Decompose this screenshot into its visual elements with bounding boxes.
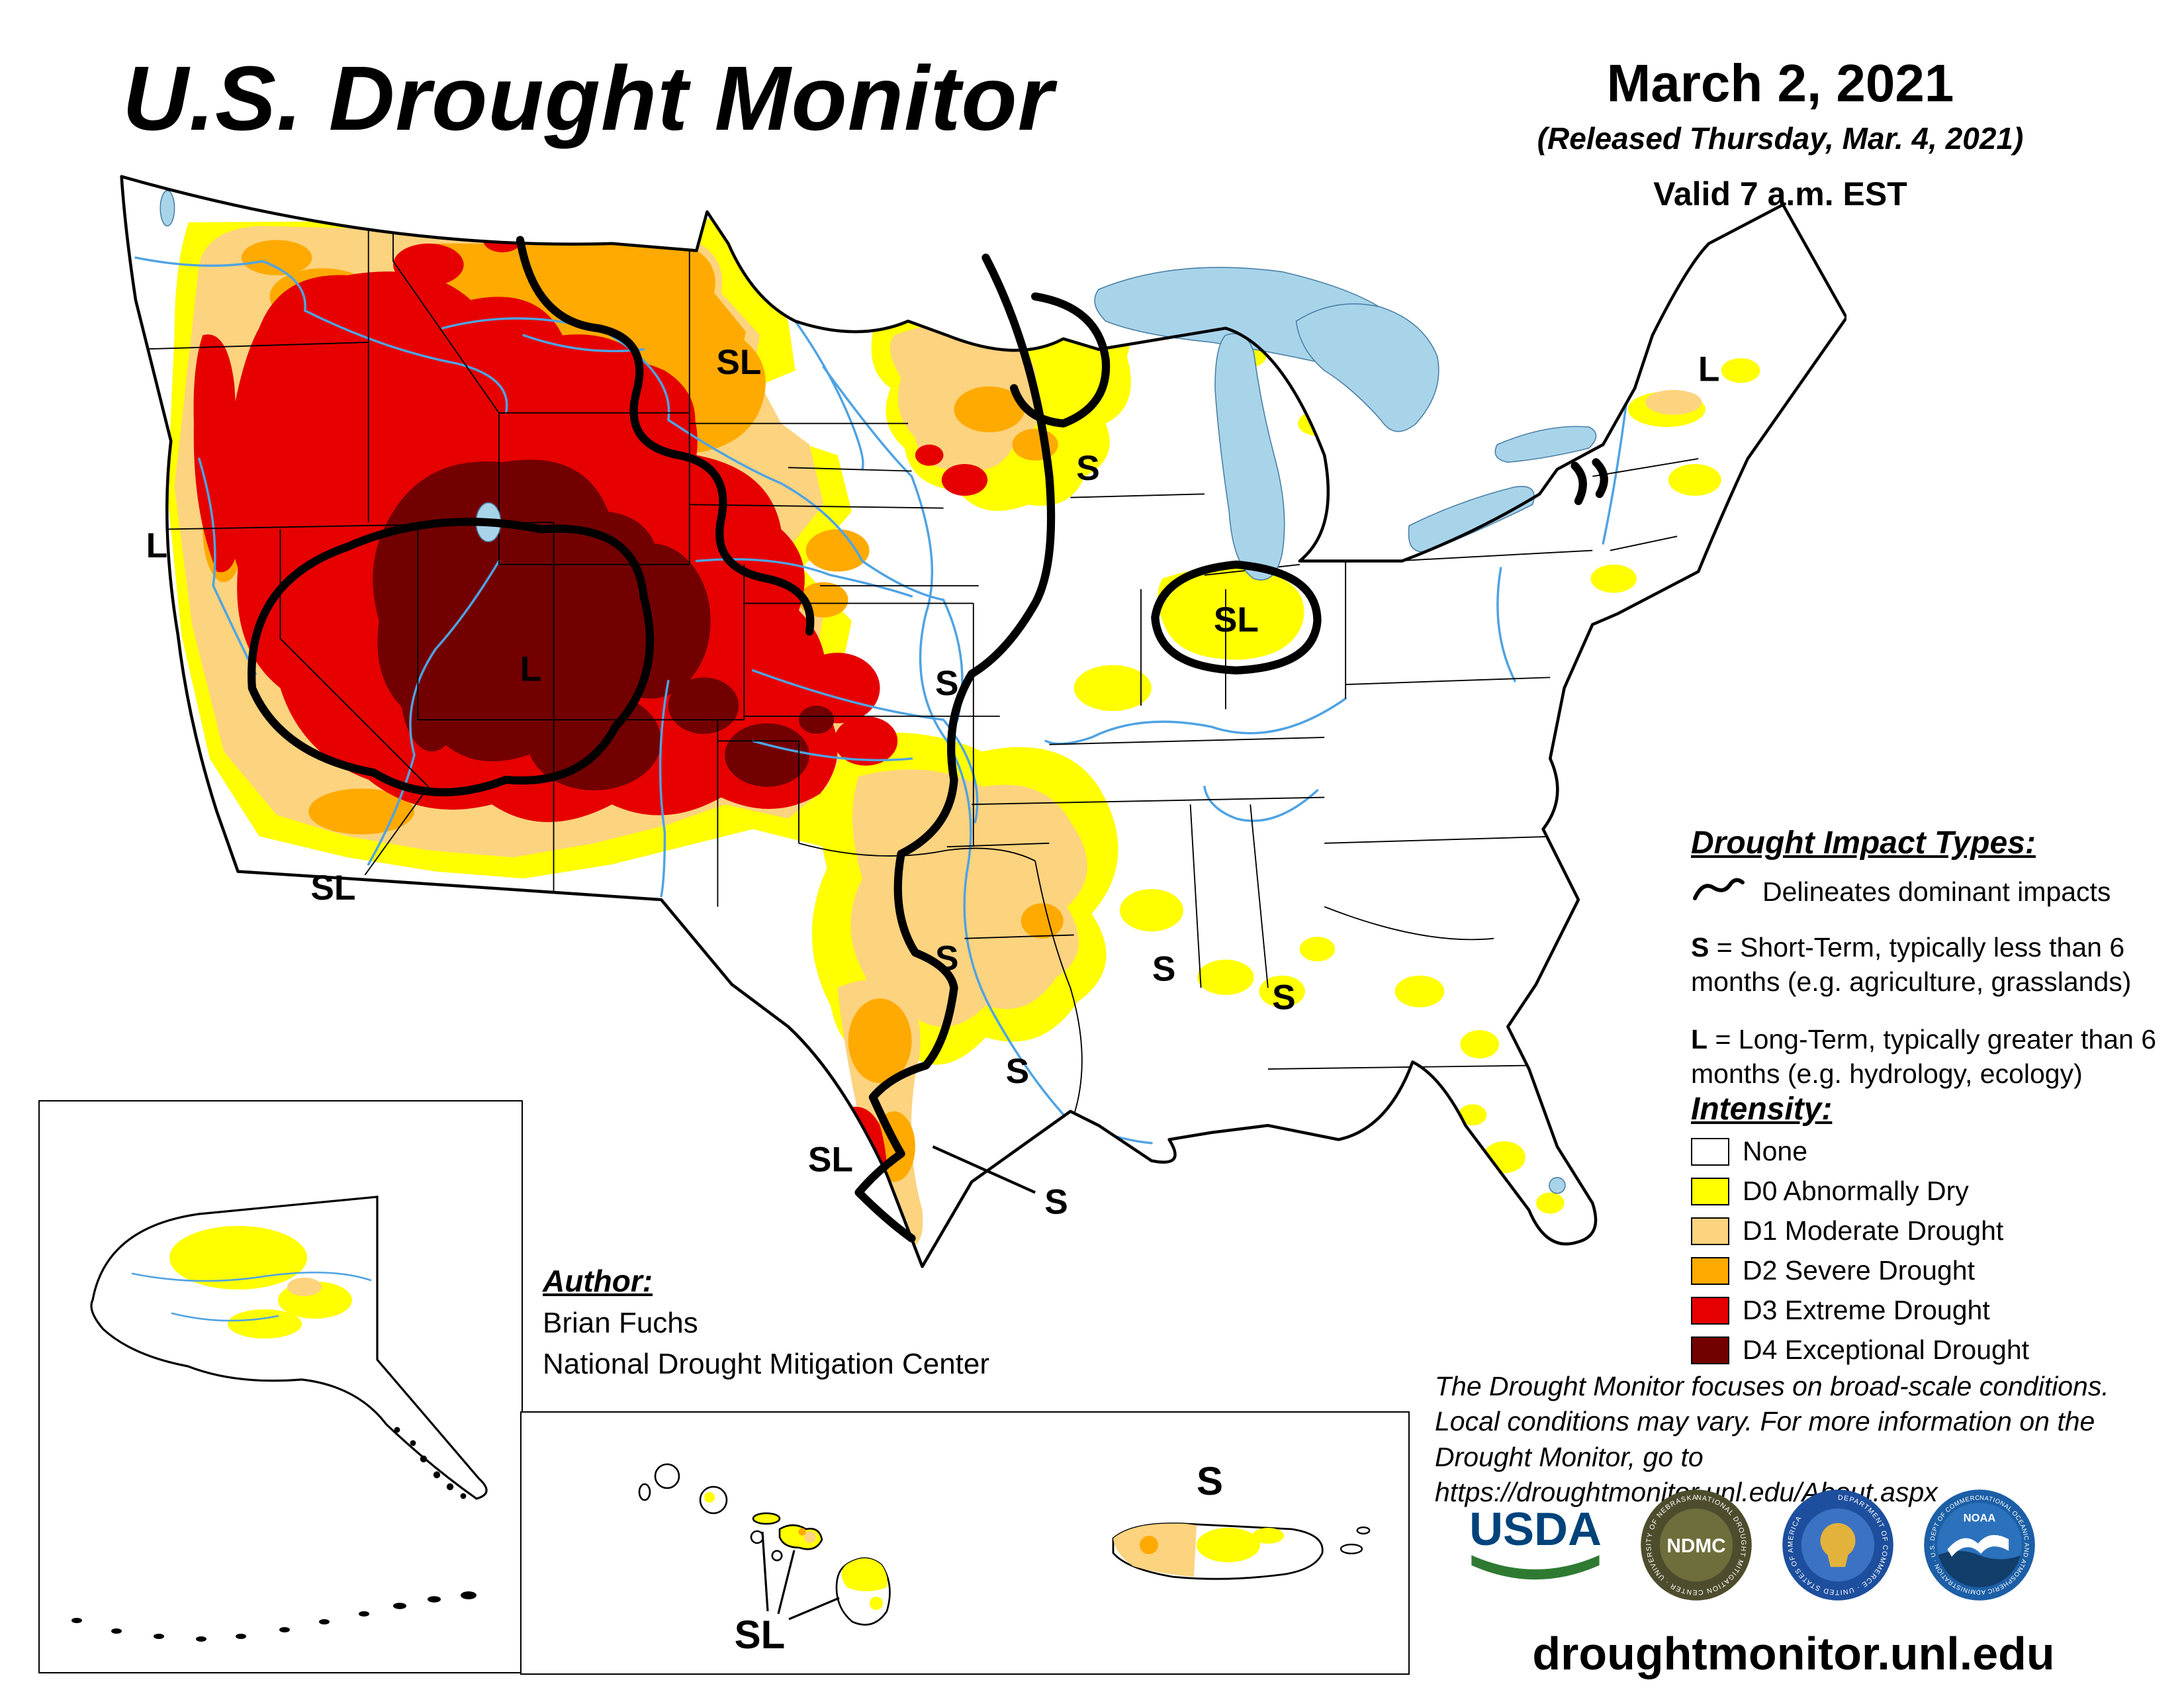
impact-types-legend: Drought Impact Types: Delineates dominan…: [1691, 825, 2184, 1092]
hawaii-d0-region: [841, 1558, 887, 1591]
long-term-definition: L = Long-Term, typically greater than 6 …: [1691, 1023, 2157, 1090]
alaska-inset: [38, 1100, 523, 1556]
impact-label: L: [146, 526, 168, 565]
puerto-rico-inset: S: [1040, 1411, 1410, 1675]
author-org: National Drought Mitigation Center: [543, 1348, 990, 1380]
impact-label: SL: [1214, 600, 1259, 639]
us-drought-map: SL S L L SL S SL S S S S SL S L: [83, 159, 1846, 1274]
impact-label: S: [1152, 950, 1176, 989]
map-date: March 2, 2021: [1606, 54, 1954, 113]
alaska-d0-region: [228, 1309, 302, 1338]
impact-label: SL: [716, 343, 761, 382]
legend-swatch: [1691, 1296, 1729, 1325]
commerce-seal: DEPARTMENT OF COMMERCE · UNITED STATES O…: [1782, 1489, 1893, 1601]
puerto-rico-d0-region: [1252, 1528, 1284, 1544]
impact-label: S: [1272, 978, 1296, 1017]
legend-swatch: [1691, 1217, 1729, 1245]
svg-text:NDMC: NDMC: [1666, 1535, 1725, 1557]
impact-label: S: [1076, 449, 1100, 488]
hawaii-impact-label: SL: [735, 1613, 786, 1657]
legend-item-d2: D2 Severe Drought: [1691, 1255, 2184, 1286]
svg-text:USDA: USDA: [1469, 1503, 1602, 1555]
legend-item-d4: D4 Exceptional Drought: [1691, 1335, 2184, 1366]
island-niihau: [638, 1483, 651, 1501]
squiggle-line-icon: [1693, 878, 1745, 900]
hawaii-d0-spot: [870, 1597, 883, 1610]
intensity-heading: Intensity:: [1691, 1092, 1833, 1127]
island-vieques: [1340, 1543, 1363, 1554]
puerto-rico-d2-spot: [1140, 1536, 1158, 1554]
island-maui: [778, 1524, 823, 1550]
alaska-d1-region: [287, 1278, 322, 1296]
alaska-river: [171, 1312, 279, 1322]
legend-item-d1: D1 Moderate Drought: [1691, 1215, 2184, 1246]
great-lakes: [159, 190, 1597, 1194]
oahu-d0-spot: [704, 1492, 715, 1503]
aleutians-inset: [38, 1554, 523, 1673]
impact-label: S: [1006, 1052, 1030, 1091]
impact-delineation-lines: [248, 236, 1608, 1243]
impact-types-heading: Drought Impact Types:: [1691, 825, 2036, 861]
island-lanai: [750, 1530, 764, 1544]
hawaii-inset: SL: [520, 1411, 1043, 1675]
ndmc-logo: NDMC NATIONAL DROUGHT MITIGATION CENTER …: [1641, 1489, 1752, 1601]
usda-swoosh: [1471, 1555, 1600, 1580]
legend-item-none: None: [1691, 1136, 2184, 1167]
commerce-eagle: [1820, 1523, 1856, 1558]
legend-swatch: [1691, 1177, 1729, 1205]
impact-label: L: [1698, 350, 1720, 389]
alaska-archipelago: [394, 1427, 467, 1499]
map-released-date: (Released Thursday, Mar. 4, 2021): [1537, 121, 2024, 156]
noaa-bird: [1947, 1534, 2009, 1557]
legend-item-d3: D3 Extreme Drought: [1691, 1295, 2184, 1326]
maui-d2-spot: [798, 1528, 806, 1536]
commerce-shield: [1827, 1555, 1848, 1568]
delineates-label: Delineates dominant impacts: [1762, 876, 2111, 907]
impact-label: SL: [808, 1140, 853, 1179]
date-block: March 2, 2021 (Released Thursday, Mar. 4…: [1502, 53, 2058, 213]
impact-label: S: [1044, 1182, 1068, 1221]
legend-swatch: [1691, 1336, 1729, 1364]
legend-swatch: [1691, 1137, 1729, 1166]
author-name: Brian Fuchs: [543, 1307, 698, 1339]
impact-label: S: [935, 664, 959, 703]
impact-label: SL: [310, 868, 355, 908]
impact-label: S: [935, 939, 959, 978]
island-kauai: [654, 1463, 680, 1489]
puerto-rico-impact-label: S: [1197, 1459, 1223, 1503]
svg-text:NOAA: NOAA: [1964, 1512, 1996, 1524]
island-molokai: [752, 1512, 781, 1525]
agency-logos: USDA NDMC NATIONAL DROUGHT MITIGATION CE…: [1459, 1488, 2174, 1602]
alaska-river: [131, 1271, 372, 1282]
impact-area-labels: SL S L L SL S SL S S S S SL S L: [146, 343, 1720, 1221]
legend-item-d0: D0 Abnormally Dry: [1691, 1176, 2184, 1207]
author-heading: Author:: [543, 1264, 653, 1298]
alaska-d0-region: [169, 1226, 307, 1289]
intensity-legend: Intensity: None D0 Abnormally Dry D1 Mod…: [1691, 1091, 2184, 1366]
usda-logo: USDA: [1469, 1503, 1602, 1580]
island-culebra: [1356, 1526, 1371, 1534]
maui-d1-spot: [804, 1531, 816, 1543]
hawaii-leader-lines: [761, 1531, 840, 1620]
short-term-definition: S = Short-Term, typically less than 6 mo…: [1691, 932, 2132, 998]
us-outline: [120, 175, 1846, 1268]
puerto-rico-d0-region: [1197, 1528, 1260, 1562]
page-title: U.S. Drought Monitor: [122, 48, 1054, 150]
noaa-logo: NOAA NATIONAL OCEANIC AND ATMOSPHERIC AD…: [1923, 1488, 2035, 1601]
gulf-s-leader-line: [932, 1145, 1036, 1194]
website-link[interactable]: droughtmonitor.unl.edu: [1532, 1628, 2055, 1679]
author-block: Author: Brian Fuchs National Drought Mit…: [543, 1263, 989, 1381]
legend-swatch: [1691, 1256, 1729, 1285]
impact-label: L: [520, 650, 542, 689]
island-kahoolawe: [771, 1550, 783, 1562]
aleutian-islands: [71, 1591, 477, 1642]
